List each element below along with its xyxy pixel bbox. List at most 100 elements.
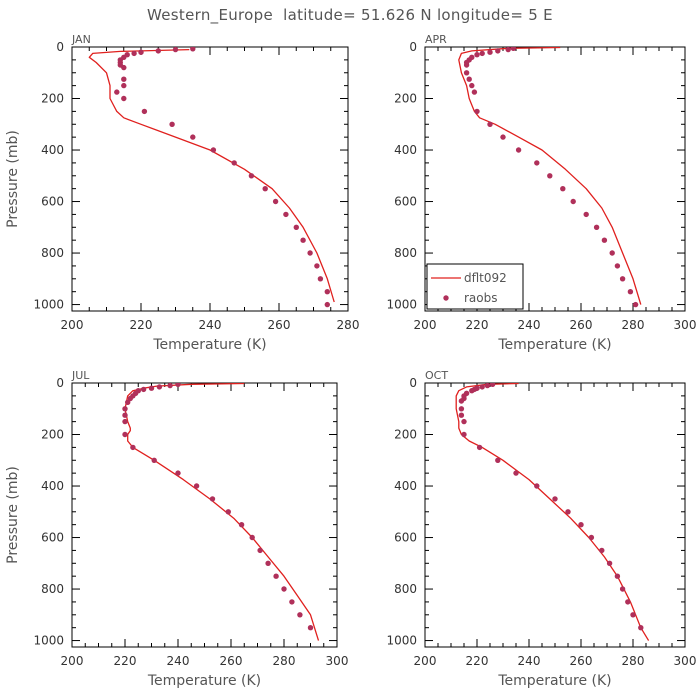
series-line-dflt092 xyxy=(88,48,335,303)
data-point-raobs xyxy=(461,418,467,425)
series-line-dflt092 xyxy=(455,383,650,641)
data-point-raobs xyxy=(565,509,571,515)
data-point-raobs xyxy=(606,560,613,566)
data-point-raobs xyxy=(193,483,200,489)
data-point-raobs xyxy=(599,547,605,554)
data-point-raobs xyxy=(257,547,263,554)
data-point-raobs xyxy=(471,89,478,95)
data-point-raobs xyxy=(614,263,621,269)
data-point-raobs xyxy=(172,47,179,53)
data-point-raobs xyxy=(614,573,621,579)
data-point-raobs xyxy=(495,48,501,54)
data-point-raobs xyxy=(578,522,584,528)
data-point-raobs xyxy=(463,62,470,68)
data-point-raobs xyxy=(484,383,491,389)
panel-jan: 200 220 240 260 280 0 200 400 600 800 1000 Temperat… xyxy=(5,33,359,353)
data-point-raobs xyxy=(121,64,127,71)
data-point-raobs xyxy=(476,444,483,451)
data-point-raobs xyxy=(469,82,475,89)
panel-month-label: JAN xyxy=(71,33,91,46)
x-tick-label: 220 xyxy=(466,654,489,668)
data-point-raobs xyxy=(262,186,268,192)
data-point-raobs xyxy=(169,121,175,128)
data-point-raobs xyxy=(131,50,137,57)
data-point-raobs xyxy=(283,211,289,218)
data-point-raobs xyxy=(619,586,626,592)
y-axis-label: Pressure (mb) xyxy=(5,130,21,228)
data-point-raobs xyxy=(238,522,245,528)
data-point-raobs xyxy=(547,173,553,179)
y-tick-label: 1000 xyxy=(33,634,64,648)
data-point-raobs xyxy=(125,399,131,405)
data-point-raobs xyxy=(466,76,472,82)
data-point-raobs xyxy=(248,173,255,179)
data-point-raobs xyxy=(630,612,636,618)
data-point-raobs xyxy=(638,625,644,631)
data-point-raobs xyxy=(495,457,501,463)
x-tick-label: 280 xyxy=(622,318,645,332)
y-tick-label: 600 xyxy=(41,195,64,209)
data-point-raobs xyxy=(122,412,128,418)
data-point-raobs xyxy=(307,625,314,631)
data-point-raobs xyxy=(515,147,522,153)
data-point-raobs xyxy=(552,496,558,502)
data-point-raobs xyxy=(461,431,467,438)
data-point-raobs xyxy=(627,289,634,295)
data-point-raobs xyxy=(489,383,496,387)
x-tick-label: 300 xyxy=(326,654,349,668)
data-point-raobs xyxy=(625,599,631,605)
data-point-raobs xyxy=(130,444,136,451)
data-point-raobs xyxy=(122,431,128,438)
data-point-raobs xyxy=(588,534,595,541)
data-point-raobs xyxy=(289,599,295,605)
data-point-raobs xyxy=(300,237,306,243)
data-point-raobs xyxy=(609,250,615,256)
data-point-raobs xyxy=(570,198,576,205)
data-point-raobs xyxy=(463,70,470,76)
data-point-raobs xyxy=(458,406,465,412)
x-tick-label: 220 xyxy=(130,318,153,332)
data-point-raobs xyxy=(190,47,196,52)
data-point-raobs xyxy=(249,534,255,541)
data-point-raobs xyxy=(534,483,540,489)
y-tick-label: 1000 xyxy=(33,298,64,312)
panel-month-label: JUL xyxy=(71,369,90,382)
data-point-raobs xyxy=(297,612,303,618)
panel-jul: 200 220 240 260 280 300 0 200 400 600 800 1000 Tempe… xyxy=(5,369,348,689)
legend-marker-swatch xyxy=(443,295,449,301)
y-tick-label: 400 xyxy=(394,479,417,493)
data-point-raobs xyxy=(225,509,231,515)
x-tick-label: 260 xyxy=(570,318,593,332)
data-point-raobs xyxy=(500,134,506,140)
series-line-dflt092 xyxy=(458,47,642,305)
data-point-raobs xyxy=(114,89,120,95)
data-point-raobs xyxy=(141,108,148,115)
y-tick-label: 600 xyxy=(394,531,417,545)
y-tick-label: 200 xyxy=(394,92,417,106)
figure-title: Western_Europe latitude= 51.626 N longit… xyxy=(147,6,553,25)
data-point-raobs xyxy=(505,47,511,53)
data-point-raobs xyxy=(469,388,475,394)
data-point-raobs xyxy=(122,406,128,412)
legend-box xyxy=(426,263,524,310)
data-point-raobs xyxy=(474,108,480,115)
x-tick-label: 240 xyxy=(167,654,190,668)
data-point-raobs xyxy=(487,121,493,128)
y-tick-label: 800 xyxy=(394,246,417,260)
data-point-raobs xyxy=(474,52,480,58)
data-point-raobs xyxy=(510,47,517,51)
data-point-raobs xyxy=(632,301,639,308)
plot-frame xyxy=(71,46,349,312)
data-point-raobs xyxy=(209,496,216,502)
x-tick-label: 260 xyxy=(570,654,593,668)
data-point-raobs xyxy=(231,160,237,166)
y-tick-label: 0 xyxy=(56,40,64,54)
data-point-raobs xyxy=(272,198,279,205)
x-axis-label: Temperature (K) xyxy=(497,337,611,353)
y-tick-label: 0 xyxy=(56,376,64,390)
x-tick-label: 280 xyxy=(273,654,296,668)
x-tick-label: 260 xyxy=(220,654,243,668)
data-point-raobs xyxy=(458,398,465,404)
data-point-raobs xyxy=(148,385,155,391)
x-tick-label: 200 xyxy=(61,318,84,332)
